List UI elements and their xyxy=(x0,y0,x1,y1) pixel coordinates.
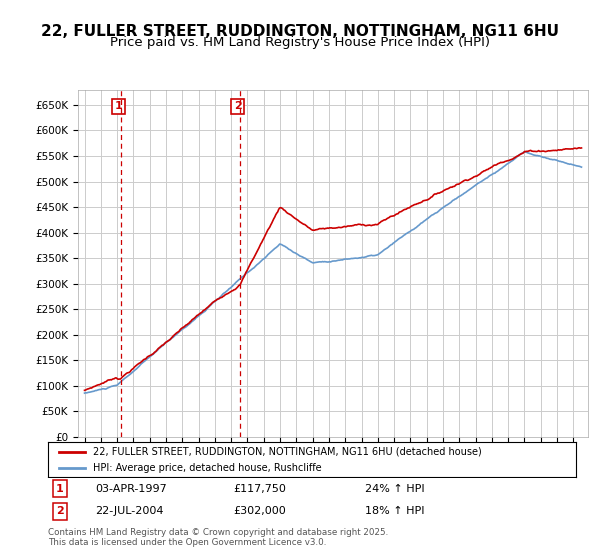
Text: 1: 1 xyxy=(56,484,64,494)
Text: 22-JUL-2004: 22-JUL-2004 xyxy=(95,506,164,516)
Text: Contains HM Land Registry data © Crown copyright and database right 2025.
This d: Contains HM Land Registry data © Crown c… xyxy=(48,528,388,547)
Text: Price paid vs. HM Land Registry's House Price Index (HPI): Price paid vs. HM Land Registry's House … xyxy=(110,36,490,49)
Text: HPI: Average price, detached house, Rushcliffe: HPI: Average price, detached house, Rush… xyxy=(93,463,322,473)
Text: 03-APR-1997: 03-APR-1997 xyxy=(95,484,167,494)
Text: 1: 1 xyxy=(115,101,122,111)
Text: 18% ↑ HPI: 18% ↑ HPI xyxy=(365,506,424,516)
Text: 22, FULLER STREET, RUDDINGTON, NOTTINGHAM, NG11 6HU: 22, FULLER STREET, RUDDINGTON, NOTTINGHA… xyxy=(41,24,559,39)
Text: 2: 2 xyxy=(56,506,64,516)
Text: 22, FULLER STREET, RUDDINGTON, NOTTINGHAM, NG11 6HU (detached house): 22, FULLER STREET, RUDDINGTON, NOTTINGHA… xyxy=(93,447,482,457)
Text: £117,750: £117,750 xyxy=(233,484,286,494)
Text: £302,000: £302,000 xyxy=(233,506,286,516)
Text: 24% ↑ HPI: 24% ↑ HPI xyxy=(365,484,424,494)
Text: 2: 2 xyxy=(234,101,242,111)
